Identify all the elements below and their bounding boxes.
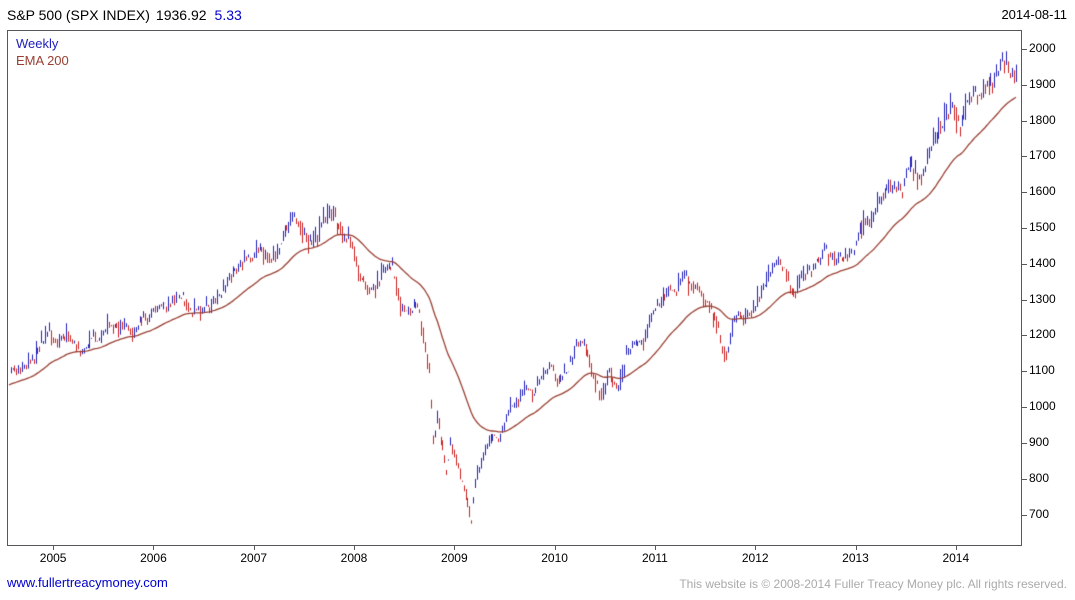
y-axis-tick	[1022, 371, 1027, 373]
x-axis-tick	[454, 546, 456, 550]
x-axis-tick	[554, 546, 556, 550]
x-axis-label: 2006	[140, 551, 167, 565]
y-axis-tick	[1022, 84, 1027, 86]
chart-date: 2014-08-11	[1001, 7, 1067, 22]
chart-legend: Weekly EMA 200	[16, 35, 69, 69]
x-axis-label: 2008	[340, 551, 368, 565]
y-axis-tick	[1022, 514, 1027, 516]
y-axis-tick	[1022, 228, 1027, 229]
y-axis-label: 1200	[1029, 327, 1056, 342]
y-axis-label: 1900	[1029, 76, 1056, 91]
x-axis-tick	[855, 546, 857, 550]
chart-header: S&P 500 (SPX INDEX) 1936.92 5.33	[7, 7, 242, 23]
x-axis-label: 2009	[440, 551, 468, 565]
site-link[interactable]: www.fullertreacymoney.com	[7, 575, 168, 590]
y-axis-tick	[1022, 48, 1027, 50]
y-axis-tick	[1022, 299, 1027, 301]
legend-weekly-label: Weekly	[16, 36, 59, 51]
y-axis-label: 1600	[1029, 184, 1056, 199]
y-axis-label: 1800	[1029, 112, 1056, 127]
y-axis-tick	[1022, 335, 1027, 337]
y-axis-tick	[1022, 120, 1027, 122]
x-axis-tick	[654, 546, 656, 550]
y-axis-label: 900	[1029, 434, 1050, 449]
instrument-title: S&P 500 (SPX INDEX)	[7, 7, 150, 23]
x-axis-tick	[955, 546, 957, 550]
y-axis-tick	[1022, 263, 1027, 265]
x-axis-tick	[153, 546, 155, 550]
y-axis-tick	[1022, 156, 1027, 158]
y-axis-label: 2000	[1029, 40, 1056, 55]
x-axis-label: 2013	[842, 551, 869, 565]
y-axis-tick	[1022, 442, 1027, 444]
y-axis-label: 1300	[1029, 291, 1056, 306]
x-axis-label: 2005	[39, 551, 67, 565]
x-axis-tick	[755, 546, 757, 550]
y-axis-label: 1000	[1029, 399, 1056, 414]
x-axis-label: 2014	[942, 551, 970, 565]
y-axis-tick	[1022, 478, 1027, 480]
y-axis-label: 700	[1029, 506, 1050, 521]
y-axis-label: 800	[1029, 470, 1050, 485]
x-axis-tick	[53, 546, 55, 550]
price-chart-canvas[interactable]	[7, 30, 1022, 546]
x-axis-label: 2007	[240, 551, 268, 565]
copyright-text: This website is © 2008-2014 Fuller Treac…	[679, 577, 1067, 591]
price-change: 5.33	[214, 7, 242, 23]
y-axis-label: 1100	[1029, 363, 1055, 378]
y-axis-label: 1700	[1029, 148, 1056, 163]
x-axis-label: 2012	[741, 551, 769, 565]
y-axis-label: 1400	[1029, 255, 1056, 270]
y-axis-label: 1500	[1029, 220, 1056, 234]
x-axis-tick	[253, 546, 255, 550]
x-axis-label: 2011	[642, 551, 668, 565]
x-axis-label: 2010	[541, 551, 568, 565]
x-axis-tick	[354, 546, 356, 550]
y-axis-tick	[1022, 407, 1027, 409]
y-axis-tick	[1022, 192, 1027, 194]
last-price: 1936.92	[155, 7, 207, 23]
legend-ema-label: EMA 200	[16, 53, 69, 68]
